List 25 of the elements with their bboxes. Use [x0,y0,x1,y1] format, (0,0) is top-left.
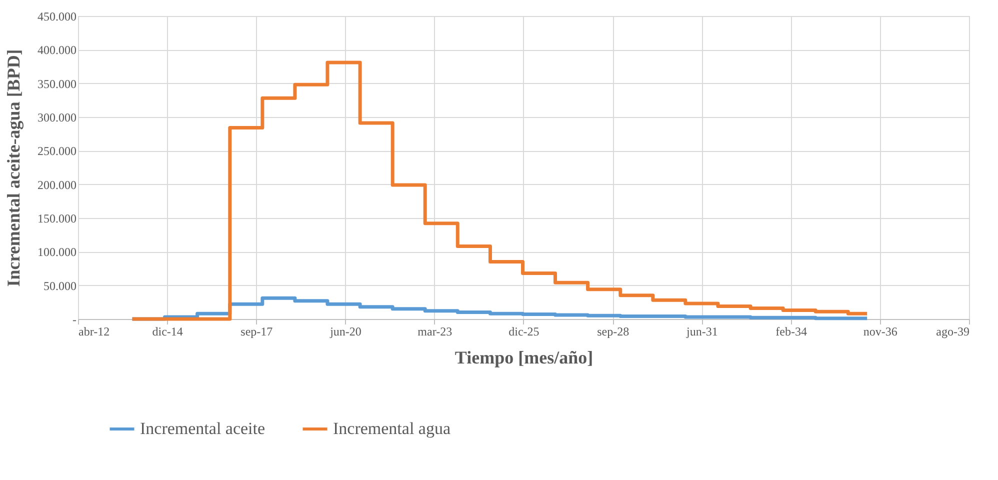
legend-label: Incremental agua [333,419,451,438]
y-tick-label: 300.000 [38,110,76,124]
x-tick-label: feb-34 [776,324,807,338]
x-tick-label: sep-28 [597,324,630,338]
y-tick-label: 100.000 [38,245,76,260]
x-axis-title: Tiempo [mes/año] [454,348,594,368]
y-tick-label: 200.000 [38,178,76,192]
y-axis-title: Incremental aceite-agua [BPD] [4,49,24,287]
y-tick-label: 450.000 [38,10,76,24]
y-tick-label: - [72,312,76,326]
y-tick-label: 400.000 [38,43,76,58]
x-tick-label: jun-20 [329,324,362,338]
x-tick-label: sep-17 [240,324,273,338]
y-tick-label: 350.000 [38,76,76,91]
y-tick-label: 50.000 [44,278,76,293]
x-tick-label: ago-39 [936,324,970,338]
legend-label: Incremental aceite [140,419,266,438]
x-tick-label: nov-36 [863,324,898,338]
y-tick-label: 250.000 [38,144,76,158]
x-tick-label: dic-14 [152,324,183,338]
x-tick-label: dic-25 [508,324,540,338]
x-tick-label: jun-31 [686,324,718,338]
y-tick-label: 150.000 [38,212,76,226]
x-tick-label: abr-12 [78,324,110,338]
x-tick-label: mar-23 [418,324,452,338]
